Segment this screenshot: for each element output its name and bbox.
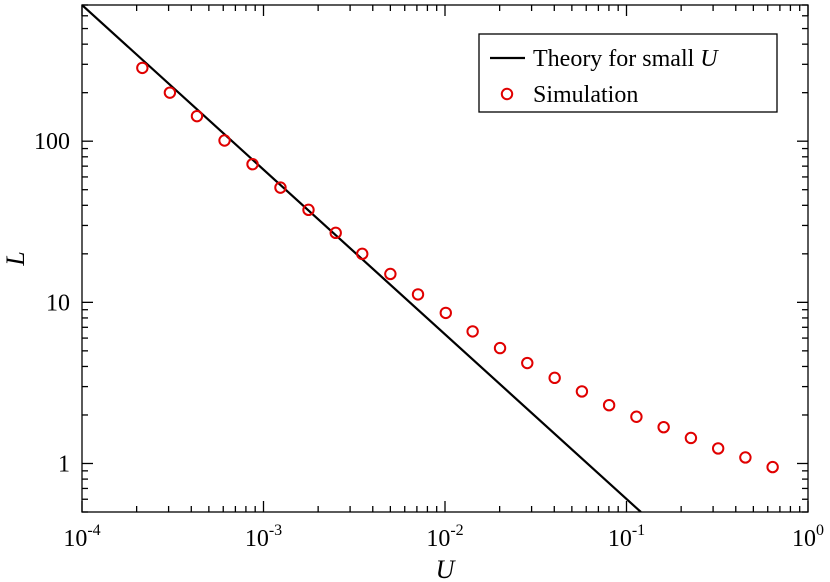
x-tick-label: 10-4 (63, 522, 100, 552)
simulation-point (190, 109, 204, 123)
legend-box (478, 33, 778, 113)
simulation-point (439, 306, 452, 320)
simulation-point (302, 203, 315, 217)
simulation-point (356, 247, 369, 261)
simulation-point (657, 420, 670, 434)
simulation-point (136, 61, 149, 75)
axis-ticks: 10-4 10-3 10-2 10-1 100 1 10 100 (34, 4, 824, 552)
simulation-point (218, 134, 231, 147)
legend-entry-text: Theory for small U (533, 46, 719, 72)
simulation-point (163, 86, 177, 99)
legend-entry-text: Simulation (533, 82, 638, 108)
x-tick-label: 10-3 (245, 522, 282, 552)
legend-marker-swatch (500, 87, 514, 101)
simulation-point (684, 431, 698, 445)
x-axis-label: U (436, 555, 457, 582)
simulation-point (493, 341, 507, 355)
y-tick-label: 100 (34, 129, 70, 155)
simulation-point (466, 325, 479, 338)
simulation-point (711, 442, 725, 455)
simulation-point (739, 451, 752, 464)
plot-content (82, 5, 779, 512)
simulation-point (246, 157, 259, 171)
simulation-point (630, 410, 643, 423)
x-tick-label: 100 (792, 522, 824, 552)
simulation-point (602, 398, 616, 412)
legend: Theory for small U Simulation (478, 33, 778, 113)
simulation-point (548, 371, 561, 385)
y-axis-label: L (1, 251, 30, 266)
simulation-point (329, 226, 342, 240)
x-tick-label: 10-1 (608, 522, 645, 552)
simulation-point (766, 460, 779, 474)
y-tick-label: 1 (58, 451, 70, 477)
simulation-point (575, 385, 589, 398)
simulation-point (274, 181, 287, 194)
y-tick-label: 10 (46, 290, 70, 316)
simulation-point (411, 288, 425, 301)
simulation-point (521, 356, 534, 370)
simulation-point (384, 267, 397, 281)
x-tick-label: 10-2 (426, 522, 463, 552)
